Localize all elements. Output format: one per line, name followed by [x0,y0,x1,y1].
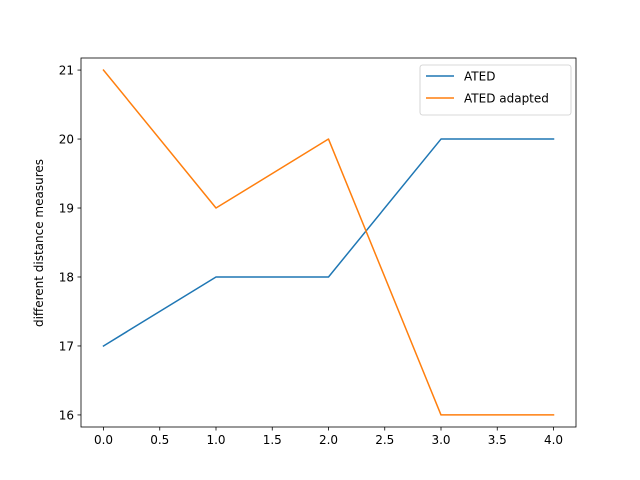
y-tick-label: 20 [59,133,74,147]
x-tick-label: 2.5 [375,433,394,447]
x-tick-label: 1.0 [206,433,225,447]
y-tick-label: 17 [59,339,74,353]
x-tick-label: 3.0 [431,433,450,447]
x-tick-label: 0.5 [150,433,169,447]
y-tick-label: 19 [59,202,74,216]
legend-label: ATED [464,70,495,84]
y-tick-label: 21 [59,64,74,78]
y-tick-label: 18 [59,270,74,284]
y-tick-label: 16 [59,408,74,422]
x-tick-label: 3.5 [488,433,507,447]
x-tick-label: 0.0 [94,433,113,447]
series-line-2 [102,69,555,416]
x-axis: 0.0 0.5 1.0 1.5 2.0 2.5 3.0 3.5 4.0 [94,427,563,447]
series-layer [102,69,555,416]
series-line-1 [102,138,555,347]
legend-label: ATED adapted [464,92,549,106]
x-tick-label: 1.5 [263,433,282,447]
y-axis-label: different distance measures [32,159,46,327]
legend: ATED ATED adapted [419,64,572,116]
x-tick-label: 4.0 [544,433,563,447]
y-axis: 16 17 18 19 20 21 [59,64,81,422]
x-tick-label: 2.0 [319,433,338,447]
legend-box [419,64,572,116]
